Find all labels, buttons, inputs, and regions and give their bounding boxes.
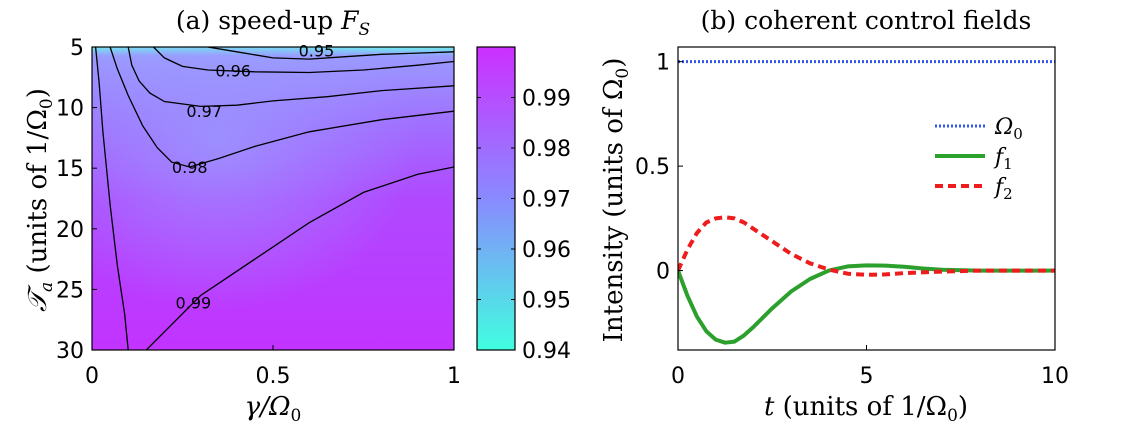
contour-line xyxy=(153,47,454,74)
y-tick-label: 10 xyxy=(56,97,84,122)
panel-a-y-ticks: 5 10 15 20 25 30 xyxy=(56,36,97,364)
colorbar-tick-label: 0.99 xyxy=(522,87,571,112)
contour-label: 0.95 xyxy=(299,42,335,61)
series-line-f1 xyxy=(678,263,1055,345)
panel-b-series xyxy=(678,60,1055,345)
contour-label: 0.97 xyxy=(186,102,222,121)
panel-a-speedup: (a) speed-up FS 0.950.960.970.980.99 0 0.… xyxy=(23,6,571,426)
colorbar-ticks: 0.99 0.98 0.97 0.96 0.95 0.94 xyxy=(477,87,571,364)
y-tick-label: 15 xyxy=(56,157,84,182)
panel-a-title: (a) speed-up FS xyxy=(176,6,370,40)
y-tick-label: 1 xyxy=(656,51,670,76)
contour-lines xyxy=(94,47,454,350)
panel-a-x-label: γ/Ω0 xyxy=(245,392,302,426)
y-tick-label: 5 xyxy=(70,36,84,61)
y-tick-label: 0.5 xyxy=(635,155,670,180)
panel-b-plot-area xyxy=(678,47,1055,350)
panel-b-title: (b) coherent control fields xyxy=(701,6,1032,35)
panel-b-x-label: t (units of 1/Ω0) xyxy=(764,392,968,426)
y-tick-label: 30 xyxy=(56,339,84,364)
contour-label: 0.98 xyxy=(172,158,208,177)
y-tick-label: 25 xyxy=(56,278,84,303)
colorbar: 0.99 0.98 0.97 0.96 0.95 0.94 xyxy=(476,46,571,364)
contour-line xyxy=(145,166,454,350)
colorbar-gradient xyxy=(476,46,516,351)
panel-a-x-ticks: 0 0.5 1 xyxy=(85,345,461,389)
x-tick-label: 1 xyxy=(447,364,461,389)
y-tick-label: 0 xyxy=(656,260,670,285)
panel-a-y-label: 𝒯a (units of 1/Ω0) xyxy=(23,88,57,312)
x-tick-label: 5 xyxy=(860,364,874,389)
contour-line xyxy=(109,47,454,168)
colorbar-tick-label: 0.96 xyxy=(522,238,571,263)
heatmap-glow xyxy=(92,47,454,350)
colorbar-tick-label: 0.98 xyxy=(522,137,571,162)
x-tick-label: 0.5 xyxy=(256,364,291,389)
panel-b-x-ticks: 0 5 10 xyxy=(671,345,1069,389)
x-tick-label: 0 xyxy=(671,364,685,389)
x-tick-label: 10 xyxy=(1041,364,1069,389)
contour-label: 0.96 xyxy=(215,62,251,81)
contour-line xyxy=(127,47,454,108)
legend-label: Ω0 xyxy=(994,115,1023,143)
contour-labels: 0.95 0.96 0.97 0.98 0.99 xyxy=(172,42,334,313)
panel-b-y-label: Intensity (units of Ω0) xyxy=(599,58,633,343)
colorbar-tick-label: 0.95 xyxy=(522,289,571,314)
contour-label: 0.99 xyxy=(176,294,212,313)
panel-b-control-fields: (b) coherent control fields 0 5 10 10.50 Ω… xyxy=(599,6,1069,426)
contour-line xyxy=(94,47,129,350)
series-line-f2 xyxy=(678,215,1055,277)
x-tick-label: 0 xyxy=(85,364,99,389)
panel-b-y-ticks: 10.50 xyxy=(635,51,683,285)
colorbar-tick-label: 0.94 xyxy=(522,339,571,364)
colorbar-tick-label: 0.97 xyxy=(522,188,571,213)
contour-line xyxy=(207,47,454,60)
y-tick-label: 20 xyxy=(56,218,84,243)
